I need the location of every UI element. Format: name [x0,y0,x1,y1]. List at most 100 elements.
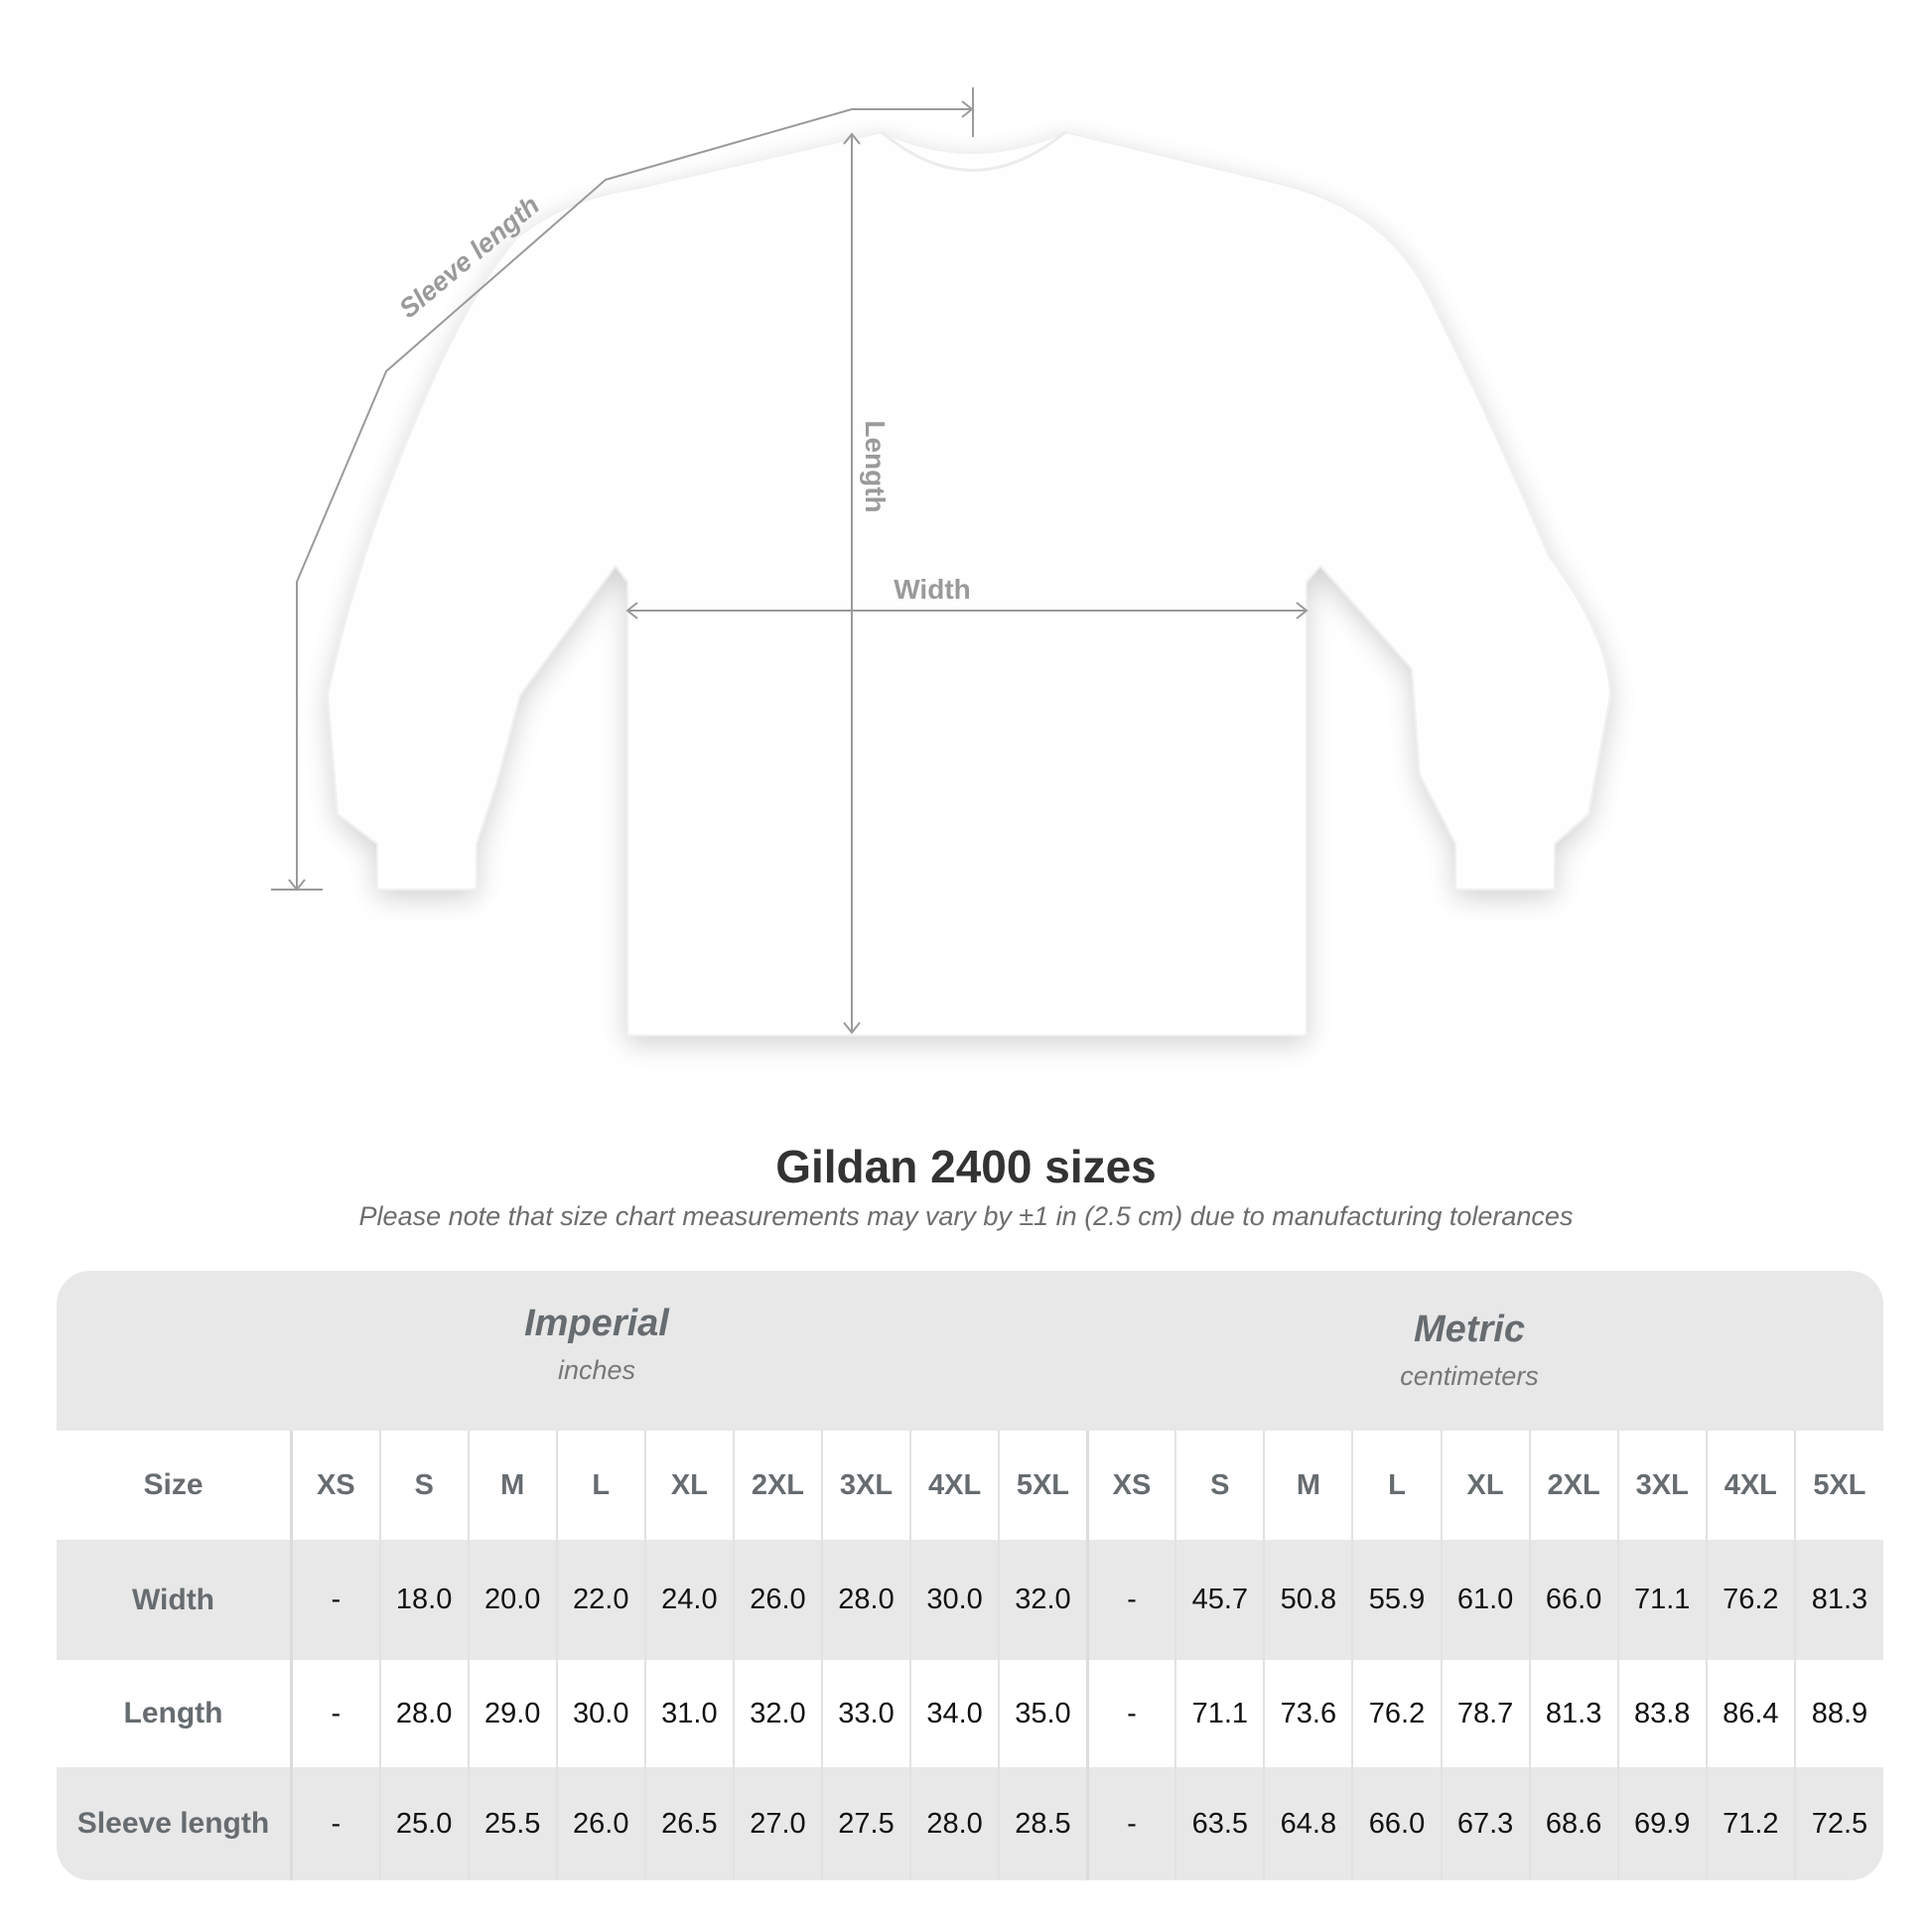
collar-seam [881,130,1066,172]
imperial-value: 27.0 [732,1767,822,1880]
width-label: Width [894,574,971,605]
metric-value: 63.5 [1174,1767,1265,1880]
imperial-header: Imperial inches [299,1303,895,1386]
row-label: Sleeve length [57,1767,293,1880]
imperial-value: 24.0 [643,1540,734,1660]
shirt-illustration [326,130,1612,1036]
length-label: Length [860,420,891,512]
metric-size-xs: XS [1085,1431,1176,1540]
imperial-value: 30.0 [555,1660,645,1767]
length-arrow-top [843,132,861,145]
tolerance-note: Please note that size chart measurements… [358,1201,1574,1231]
width-arrow-right [1296,602,1309,620]
imperial-size-xs: XS [290,1431,380,1540]
metric-size-5xl: 5XL [1793,1431,1883,1540]
metric-value: 69.9 [1616,1767,1707,1880]
metric-value: 61.0 [1440,1540,1530,1660]
metric-value: 67.3 [1440,1767,1530,1880]
size-table: Imperial inches Metric centimeters Size X… [57,1271,1883,1880]
imperial-value: 27.5 [820,1767,911,1880]
imperial-value: 22.0 [555,1540,645,1660]
metric-value: 81.3 [1793,1540,1883,1660]
imperial-value: 29.0 [467,1660,557,1767]
imperial-value: - [290,1540,380,1660]
metric-value: 55.9 [1351,1540,1442,1660]
imperial-value: 26.0 [555,1767,645,1880]
imperial-value: 34.0 [909,1660,1000,1767]
imperial-value: 31.0 [643,1660,734,1767]
imperial-size-3xl: 3XL [820,1431,911,1540]
metric-header: Metric centimeters [1172,1309,1767,1392]
imperial-size-l: L [555,1431,645,1540]
imperial-value: 35.0 [998,1660,1088,1767]
imperial-value: 30.0 [909,1540,1000,1660]
sleeve-length-line [296,108,972,890]
imperial-size-2xl: 2XL [732,1431,822,1540]
imperial-value: 25.5 [467,1767,557,1880]
metric-value: 78.7 [1440,1660,1530,1767]
measurement-lines [271,87,1309,1035]
size-grid: Size XS S M L XL 2XL 3XL 4XL 5XL XS S M L XL 2XL 3XL 4XL 5… [57,1431,1883,1880]
metric-size-m: M [1263,1431,1353,1540]
imperial-value: 28.0 [909,1767,1000,1880]
metric-size-3xl: 3XL [1616,1431,1707,1540]
metric-value: 81.3 [1528,1660,1618,1767]
imperial-size-5xl: 5XL [998,1431,1088,1540]
imperial-value: 26.0 [732,1540,822,1660]
table-row: Sleeve length -25.0 25.5 26.0 26.5 27.0 27.5 28… [57,1767,1883,1880]
size-label: Size [57,1431,293,1540]
table-row: Length -28.0 29.0 30.0 31.0 32.0 33.0 34.0 35.0-… [57,1660,1883,1767]
shirt-diagram: Sleeve length Length Width [271,87,1612,1036]
imperial-size-m: M [467,1431,557,1540]
size-header-row: Size XS S M L XL 2XL 3XL 4XL 5XL XS S M L XL 2XL 3XL 4XL 5… [57,1431,1883,1540]
metric-value: 71.2 [1705,1767,1795,1880]
table-row: Width -18.0 20.0 22.0 24.0 26.0 28.0 30.0 32.0-4… [57,1540,1883,1660]
imperial-size-xl: XL [643,1431,734,1540]
metric-size-2xl: 2XL [1528,1431,1618,1540]
metric-value: 66.0 [1528,1540,1618,1660]
imperial-value: 28.0 [378,1660,469,1767]
metric-value: 83.8 [1616,1660,1707,1767]
length-arrow-bottom [843,1022,861,1035]
metric-value: 76.2 [1705,1540,1795,1660]
metric-size-l: L [1351,1431,1442,1540]
metric-value: 45.7 [1174,1540,1265,1660]
metric-value: 50.8 [1263,1540,1353,1660]
imperial-value: 25.0 [378,1767,469,1880]
metric-value: 73.6 [1263,1660,1353,1767]
metric-title: Metric [1414,1309,1525,1350]
imperial-title: Imperial [524,1303,669,1344]
imperial-value: 33.0 [820,1660,911,1767]
imperial-value: 32.0 [732,1660,822,1767]
metric-unit: centimeters [1400,1361,1539,1391]
metric-value: 68.6 [1528,1767,1618,1880]
imperial-value: - [290,1767,380,1880]
metric-size-xl: XL [1440,1431,1530,1540]
imperial-value: 20.0 [467,1540,557,1660]
page-title: Gildan 2400 sizes [775,1141,1157,1192]
metric-size-s: S [1174,1431,1265,1540]
unit-header-band [57,1271,1883,1431]
metric-value: 86.4 [1705,1660,1795,1767]
metric-value: - [1085,1767,1176,1880]
row-label: Width [57,1540,293,1660]
metric-value: - [1085,1540,1176,1660]
imperial-value: 32.0 [998,1540,1088,1660]
imperial-unit: inches [557,1355,636,1385]
width-arrow-left [625,602,638,620]
imperial-value: 28.5 [998,1767,1088,1880]
imperial-size-s: S [378,1431,469,1540]
metric-value: 66.0 [1351,1767,1442,1880]
imperial-value: 26.5 [643,1767,734,1880]
metric-value: 64.8 [1263,1767,1353,1880]
imperial-size-4xl: 4XL [909,1431,1000,1540]
row-label: Length [57,1660,293,1767]
metric-value: 71.1 [1174,1660,1265,1767]
imperial-value: - [290,1660,380,1767]
metric-value: - [1085,1660,1176,1767]
metric-value: 71.1 [1616,1540,1707,1660]
metric-value: 88.9 [1793,1660,1883,1767]
imperial-value: 18.0 [378,1540,469,1660]
metric-size-4xl: 4XL [1705,1431,1795,1540]
metric-value: 72.5 [1793,1767,1883,1880]
